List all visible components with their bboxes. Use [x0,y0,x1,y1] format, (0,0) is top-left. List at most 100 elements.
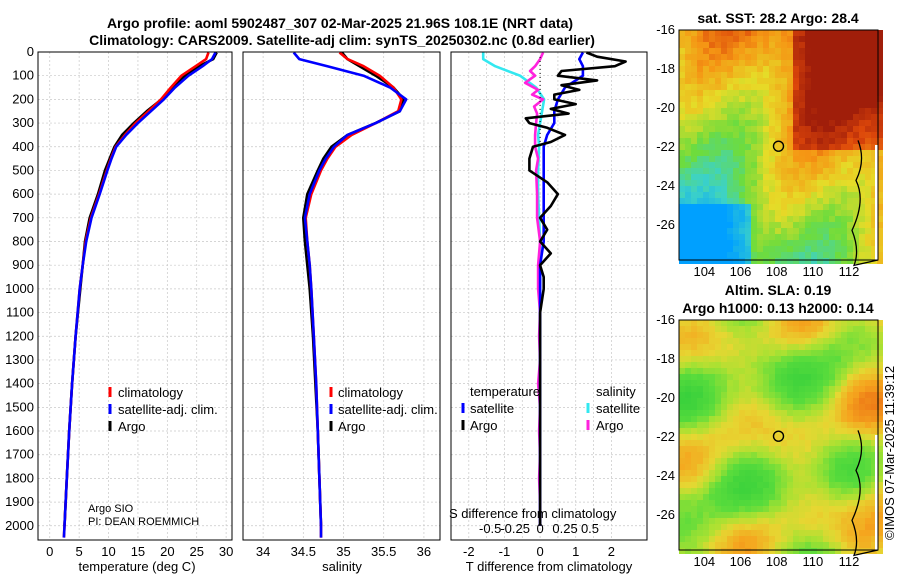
map-cell [733,506,739,512]
map-cell [823,192,829,198]
plot-frame [37,51,233,541]
map-cell [787,494,793,500]
map-cell [799,446,805,452]
map-cell [835,138,841,144]
map-cell [709,518,715,524]
map-cell [859,102,865,108]
map-cell [715,458,721,464]
map-cell [745,458,751,464]
map-cell [817,72,823,78]
map-cell [679,410,685,416]
map-cell [715,446,721,452]
map-cell [793,132,799,138]
map-cell [763,150,769,156]
map-cell [757,90,763,96]
map-cell [709,48,715,54]
map-cell [853,126,859,132]
map-cell [685,96,691,102]
map-cell [685,84,691,90]
map-cell [739,416,745,422]
map-cell [709,252,715,258]
map-cell [877,162,883,168]
map-cell [871,84,877,90]
map-cell [721,416,727,422]
map-cell [805,144,811,150]
map-cell [703,524,709,530]
map-cell [877,204,883,210]
map-cell [745,36,751,42]
map-cell [757,222,763,228]
map-cell [703,258,709,264]
map-cell [763,228,769,234]
map-cell [853,410,859,416]
map-cell [787,138,793,144]
map-cell [787,536,793,542]
map-cell [823,54,829,60]
map-cell [817,446,823,452]
map-cell [769,338,775,344]
map-cell [811,458,817,464]
map-cell [709,530,715,536]
map-cell [871,518,877,524]
map-cell [715,216,721,222]
map-cell [757,386,763,392]
map-cell [811,144,817,150]
map-cell [715,338,721,344]
map-cell [703,440,709,446]
map-cell [781,326,787,332]
map-cell [751,374,757,380]
map-cell [817,198,823,204]
map-cell [775,494,781,500]
map-cell [757,234,763,240]
map-cell [859,60,865,66]
map-cell [703,506,709,512]
map-cell [709,464,715,470]
map-cell [811,386,817,392]
map-cell [769,228,775,234]
map-cell [751,356,757,362]
map-cell [727,216,733,222]
map-cell [841,356,847,362]
map-cell [709,258,715,264]
map-cell [745,356,751,362]
map-cell [835,90,841,96]
map-cell [745,536,751,542]
map-cell [811,536,817,542]
map-cell [697,156,703,162]
map-cell [793,72,799,78]
map-cell [871,198,877,204]
map-cell [811,126,817,132]
map-cell [865,512,871,518]
map-cell [811,150,817,156]
map-cell [799,524,805,530]
map-cell [835,470,841,476]
map-cell [679,416,685,422]
map-cell [679,138,685,144]
map-cell [823,506,829,512]
map-cell [733,542,739,548]
map-cell [799,216,805,222]
map-cell [877,198,883,204]
map-cell [829,216,835,222]
map-cell [859,36,865,42]
map-cell [841,150,847,156]
map-cell [679,518,685,524]
map-cell [841,216,847,222]
map-cell [811,518,817,524]
map-cell [841,374,847,380]
map-cell [829,192,835,198]
map-cell [739,144,745,150]
map-cell [745,222,751,228]
map-cell [787,126,793,132]
map-cell [751,368,757,374]
map-cell [793,252,799,258]
map-cell [805,246,811,252]
map-cell [859,54,865,60]
map-cell [859,428,865,434]
s-difference-label: S difference from climatology [449,506,617,521]
map-cell [703,404,709,410]
map-cell [697,332,703,338]
map-cell [823,392,829,398]
depth-tick-label: 600 [12,186,34,201]
map-cell [835,374,841,380]
